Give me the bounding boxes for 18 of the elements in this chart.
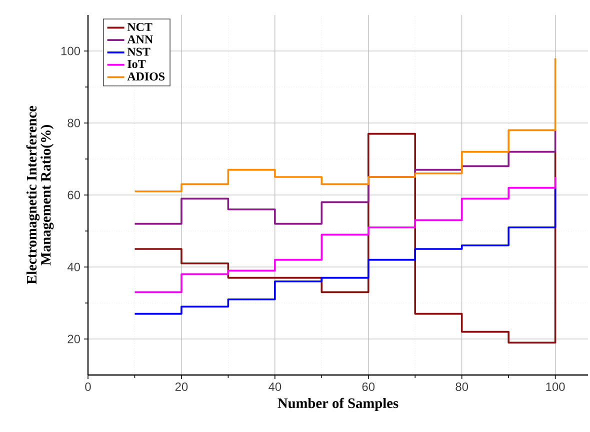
y-tick-label: 100 [61, 46, 80, 56]
x-tick-label: 0 [85, 382, 91, 391]
y-tick-label: 40 [67, 262, 80, 272]
x-tick-label: 80 [456, 382, 468, 391]
x-tick-label: 20 [175, 382, 188, 391]
y-tick-label: 60 [68, 190, 80, 200]
legend-label: NST [127, 48, 150, 56]
legend-label: ANN [127, 35, 153, 44]
y-tick-label: 80 [68, 118, 80, 128]
legend-label: NCT [127, 22, 152, 32]
legend-label: IoT [128, 60, 146, 68]
x-tick-label: 100 [546, 382, 565, 391]
legend-label: ADIOS [127, 72, 165, 80]
y-tick-label: 20 [68, 334, 80, 344]
x-axis-title: Number of Samples [278, 398, 398, 411]
y-axis-title: Electromagnetic Interference Management Ratio(%) [26, 106, 54, 284]
x-tick-label: 60 [362, 382, 375, 391]
x-tick-label: 40 [268, 382, 282, 391]
